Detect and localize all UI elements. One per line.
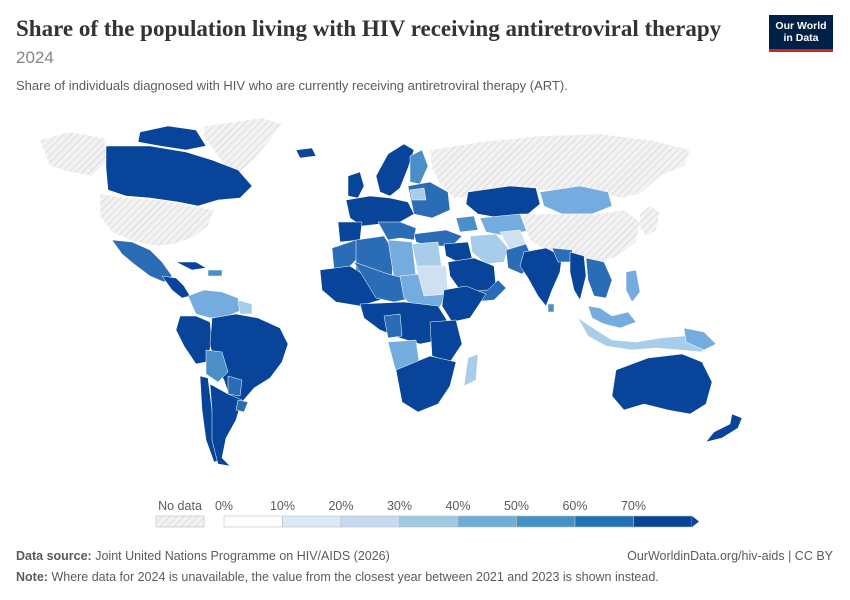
map-legend: No data 0% 10% 20% 30% 40% 50% 60% 70% [155, 499, 699, 528]
hispaniola [207, 269, 223, 277]
iceland [295, 147, 317, 159]
argentina [209, 383, 243, 467]
greenland [202, 117, 283, 173]
data-source-text[interactable]: Joint United Nations Programme on HIV/AI… [95, 549, 390, 563]
united-states [99, 193, 215, 247]
uruguay [235, 399, 249, 413]
legend-bin-7[interactable] [633, 515, 693, 528]
legend-bin-3[interactable] [399, 515, 459, 528]
world-map [39, 117, 743, 467]
legend-no-data-label: No data [158, 499, 202, 513]
alaska [39, 131, 109, 177]
southern-africa [395, 355, 457, 413]
legend-tick-label-7: 70% [621, 499, 646, 513]
footnote: Note: Where data for 2024 is unavailable… [16, 570, 659, 584]
chart-title: Share of the population living with HIV … [16, 16, 722, 41]
legend-arrow [692, 516, 699, 527]
legend-bin-4[interactable] [457, 515, 517, 528]
madagascar [463, 353, 479, 387]
legend-no-data-swatch [155, 515, 205, 528]
legend-bin-0[interactable] [223, 515, 283, 528]
legend-bin-5[interactable] [516, 515, 576, 528]
legend-tick-label-2: 20% [328, 499, 353, 513]
legend-bin-2[interactable] [340, 515, 400, 528]
east-africa [429, 319, 463, 363]
canada [105, 145, 253, 207]
legend-tick-label-5: 50% [504, 499, 529, 513]
iran [469, 233, 509, 265]
sri-lanka [547, 303, 555, 313]
legend-tick-label-4: 40% [445, 499, 470, 513]
new-zealand [705, 413, 743, 443]
scandinavia [375, 143, 415, 197]
caucasus [455, 215, 479, 233]
colombia-venezuela [187, 289, 243, 319]
note-text: Where data for 2024 is unavailable, the … [51, 570, 659, 584]
paraguay [227, 375, 243, 397]
legend-tick-label-0: 0% [215, 499, 233, 513]
western-europe [345, 195, 415, 227]
data-source-label: Data source: [16, 549, 92, 563]
note-label: Note: [16, 570, 48, 584]
owid-logo[interactable]: Our World in Data [769, 15, 833, 52]
arctic-islands-canada [137, 125, 207, 151]
australia [611, 353, 713, 415]
data-source: Data source: Joint United Nations Progra… [16, 549, 390, 563]
myanmar [569, 251, 587, 301]
legend-bin-1[interactable] [282, 515, 342, 528]
mexico [111, 239, 173, 283]
finland [409, 149, 429, 185]
japan-korea [639, 205, 661, 237]
uk-ireland [347, 171, 365, 199]
iberia [337, 221, 363, 243]
cuba [175, 261, 207, 271]
legend-tick-label-6: 60% [562, 499, 587, 513]
logo-line-2: in Data [783, 32, 819, 44]
logo-line-1: Our World [775, 20, 827, 32]
russia [429, 133, 691, 199]
legend-bin-6[interactable] [574, 515, 634, 528]
kazakhstan [465, 185, 541, 219]
gabon-congo [383, 313, 403, 339]
source-url[interactable]: OurWorldinData.org/hiv-aids | CC BY [627, 549, 833, 563]
ethiopia-somalia [441, 285, 487, 323]
legend-tick-label-1: 10% [270, 499, 295, 513]
thailand-indochina [585, 257, 613, 299]
central-america [161, 275, 191, 299]
legend-bins: 0% 10% 20% 30% 40% 50% 60% 70% [215, 499, 699, 528]
chart-subtitle: Share of individuals diagnosed with HIV … [16, 78, 568, 93]
bolivia [205, 349, 229, 383]
guianas [237, 299, 253, 315]
malaysia [587, 305, 637, 329]
mongolia [539, 185, 613, 215]
papua-new-guinea [683, 327, 717, 351]
philippines [625, 269, 641, 303]
west-africa [319, 265, 389, 307]
legend-tick-label-3: 30% [387, 499, 412, 513]
belarus [409, 187, 427, 201]
chart-year: 2024 [16, 48, 54, 67]
central-africa [359, 301, 449, 345]
